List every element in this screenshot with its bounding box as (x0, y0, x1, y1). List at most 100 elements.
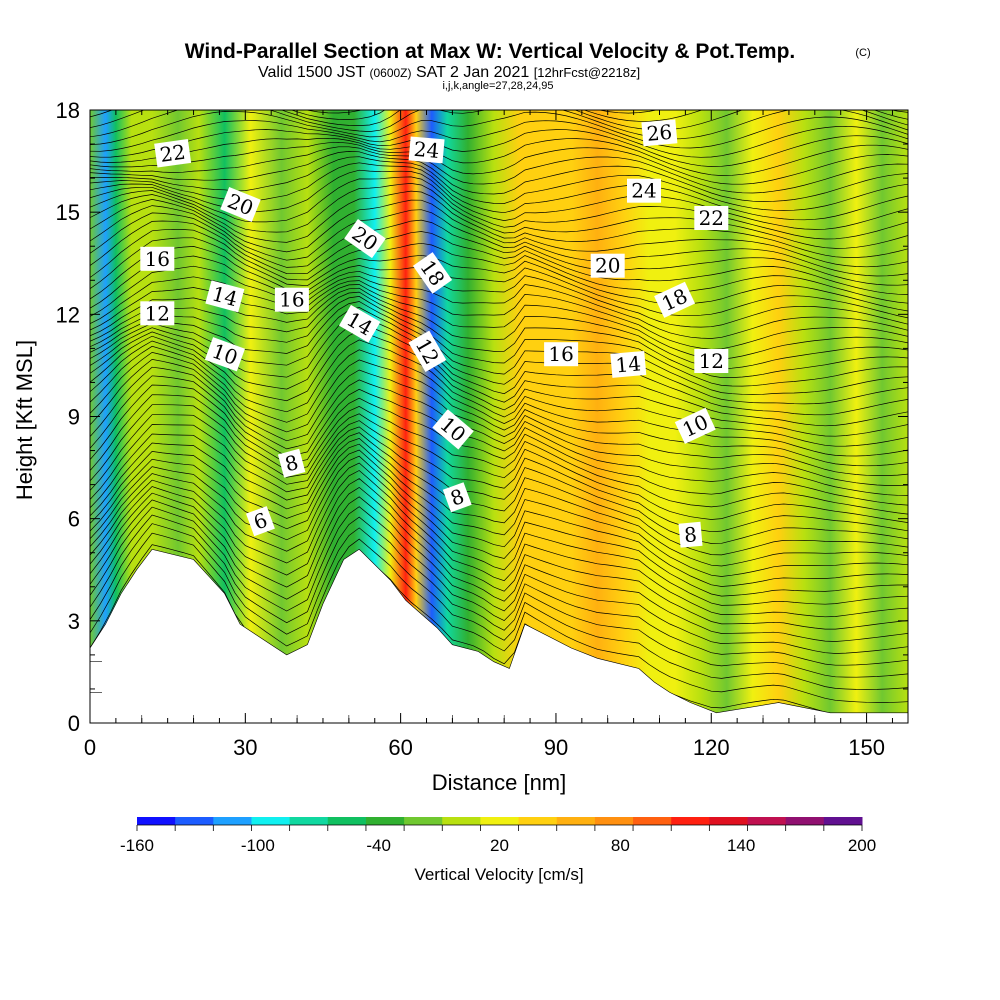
theta-label-box (654, 281, 696, 318)
theta-contour-line (90, 470, 908, 618)
colorbar-swatch (289, 817, 329, 825)
theta-label-box (442, 482, 472, 513)
valid-time-prefix: Valid 1500 JST (258, 64, 366, 81)
theta-contour-line (90, 339, 908, 447)
theta-contour-line (90, 345, 908, 457)
theta-label-box (140, 301, 175, 326)
colorbar-tick-label: -40 (366, 836, 391, 855)
theta-label-box (408, 330, 447, 373)
theta-label-box (694, 206, 729, 230)
theta-label-box (220, 186, 261, 222)
colorbar-swatch (747, 817, 787, 825)
theta-label: 22 (154, 139, 192, 168)
x-tick-label: 60 (388, 735, 412, 760)
x-tick-label: 30 (233, 735, 257, 760)
theta-contour-line (90, 432, 908, 556)
theta-label-box (641, 119, 678, 147)
theta-contour-line (90, 183, 908, 249)
colorbar-tick-label: 80 (611, 836, 630, 855)
theta-contour-line (90, 110, 908, 140)
theta-contours (90, 110, 908, 718)
theta-contour-line (90, 220, 908, 295)
theta-label: 24 (408, 136, 445, 164)
theta-label-text: 16 (279, 288, 304, 312)
theta-label: 16 (544, 342, 579, 367)
theta-contour-line (90, 120, 908, 158)
x-tick-label: 0 (84, 735, 96, 760)
theta-label-box (544, 342, 579, 367)
theta-contour-line (90, 506, 908, 666)
theta-label-box (140, 246, 175, 271)
colorbar-swatch (175, 817, 214, 825)
theta-contour-line (90, 375, 908, 496)
valid-time-date: SAT 2 Jan 2021 (416, 64, 529, 81)
y-tick-label: 0 (68, 711, 80, 736)
theta-contour-line (90, 366, 908, 486)
theta-label-box (432, 409, 474, 450)
theta-label-text: 16 (145, 247, 170, 271)
colorbar-tick-label: 140 (727, 836, 755, 855)
theta-contour-line (90, 394, 908, 515)
theta-contour-line (90, 359, 908, 476)
colorbar-swatch (556, 817, 596, 825)
theta-label-text: 12 (145, 301, 170, 325)
y-tick-label: 18 (56, 98, 80, 123)
colorbar: -160 -100 -40 20 80 140 200 (120, 817, 876, 855)
theta-contour-line (90, 449, 908, 587)
theta-contour-line (90, 496, 908, 654)
theta-label: 8 (277, 448, 306, 478)
theta-label: 24 (627, 178, 661, 203)
theta-label-text: 20 (595, 254, 620, 278)
colorbar-swatch (442, 817, 481, 825)
valid-time-utc: (0600Z) (369, 66, 411, 80)
terrain (90, 548, 908, 723)
theta-label-box (627, 178, 661, 203)
theta-label-box (694, 349, 729, 373)
colorbar-swatch (251, 817, 291, 825)
y-tick-label: 3 (68, 609, 80, 634)
theta-label: 8 (678, 521, 703, 548)
colorbar-tick-label: 20 (490, 836, 509, 855)
y-axis-title: Height [Kft MSL] (12, 340, 37, 500)
colorbar-swatch (709, 817, 749, 825)
theta-label: 12 (140, 301, 175, 326)
theta-contour-line (90, 137, 908, 176)
theta-label-box (246, 506, 275, 537)
colorbar-swatch (480, 817, 520, 825)
theta-label-text: 26 (646, 120, 673, 146)
theta-contour-line (90, 352, 908, 467)
theta-contour-line (90, 246, 908, 319)
colorbar-swatch (327, 817, 367, 825)
theta-contour-line (90, 455, 908, 597)
x-axis-title: Distance [nm] (432, 770, 567, 795)
theta-label: 10 (204, 337, 246, 372)
theta-contour-line (90, 424, 908, 544)
theta-label-text: 22 (699, 206, 724, 230)
theta-contour-line (90, 384, 908, 506)
theta-label: 20 (590, 253, 625, 278)
theta-contour-line (90, 190, 908, 258)
theta-contour-line (90, 156, 908, 211)
theta-contour-line (90, 404, 908, 523)
forecast-text: [12hrFcst@2218z] (534, 65, 640, 80)
theta-label-text: 22 (158, 140, 187, 167)
theta-label-text: 24 (413, 137, 440, 163)
theta-contour-line (90, 111, 908, 149)
colorbar-swatch (785, 817, 825, 825)
colorbar-title: Vertical Velocity [cm/s] (414, 865, 583, 884)
theta-contour-line (90, 330, 908, 437)
colorbar-swatch (213, 817, 252, 825)
theta-contour-line (90, 212, 908, 286)
theta-contour-line (90, 146, 908, 194)
theta-contour-line (90, 514, 908, 678)
theta-label-box (154, 139, 192, 168)
axis-ticks: 0 30 60 90 120 150 0 3 6 9 12 15 18 (56, 98, 908, 760)
theta-contour-line (90, 129, 908, 167)
theta-label-text: 8 (683, 522, 698, 547)
theta-label-text: 8 (282, 450, 301, 476)
theta-contour-line (90, 438, 908, 567)
theta-label-box (344, 219, 386, 259)
theta-label-box (277, 448, 306, 478)
